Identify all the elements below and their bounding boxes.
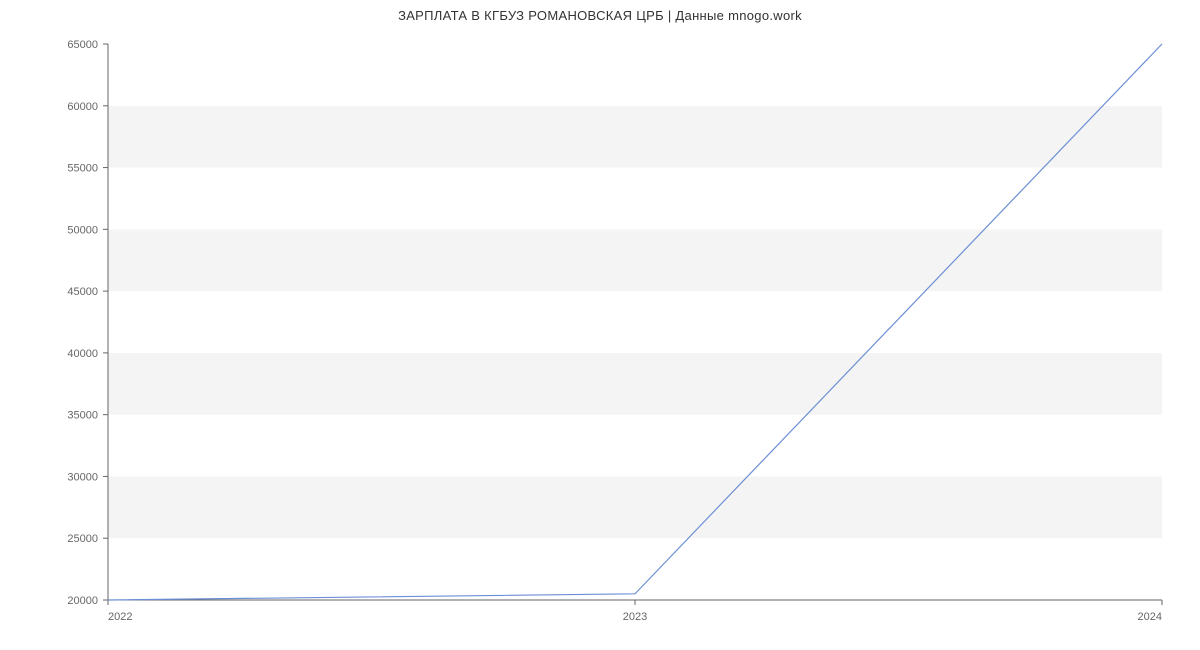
salary-line-chart: 20000 25000 30000 35000 40000 45000 50000 55000… xyxy=(0,0,1200,650)
grid-band xyxy=(108,476,1162,538)
x-tick-label: 2024 xyxy=(1138,611,1162,623)
grid-band xyxy=(108,353,1162,415)
grid-band xyxy=(108,168,1162,230)
y-tick-label: 30000 xyxy=(67,471,98,483)
y-tick-label: 55000 xyxy=(67,163,98,175)
grid-band xyxy=(108,106,1162,168)
x-tick-label: 2023 xyxy=(623,611,647,623)
grid-band xyxy=(108,44,1162,106)
y-tick-label: 25000 xyxy=(67,533,98,545)
y-tick-label: 20000 xyxy=(67,595,98,607)
grid-band xyxy=(108,229,1162,291)
grid-band xyxy=(108,538,1162,600)
grid-band xyxy=(108,291,1162,353)
y-tick-label: 35000 xyxy=(67,410,98,422)
y-tick-label: 45000 xyxy=(67,286,98,298)
y-tick-label: 60000 xyxy=(67,101,98,113)
grid-band xyxy=(108,415,1162,477)
y-tick-label: 40000 xyxy=(67,348,98,360)
x-tick-label: 2022 xyxy=(108,611,132,623)
y-tick-label: 50000 xyxy=(67,224,98,236)
y-tick-label: 65000 xyxy=(67,39,98,51)
